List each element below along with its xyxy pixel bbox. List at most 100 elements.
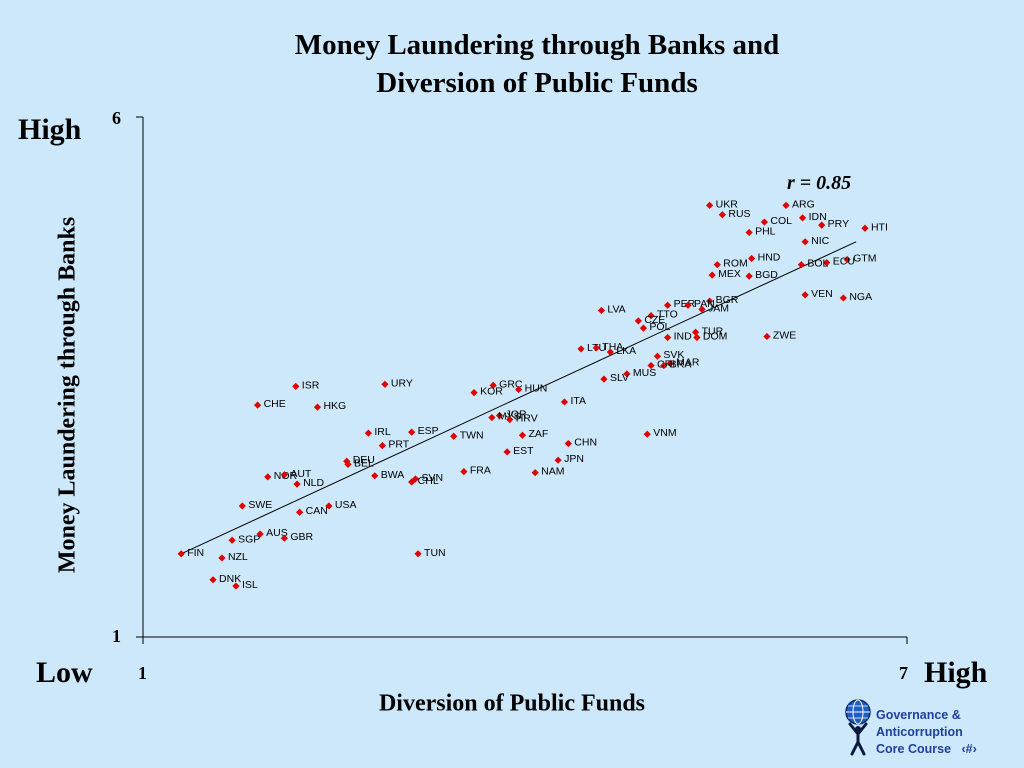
data-point-rus bbox=[718, 211, 726, 219]
data-label-rom: ROM bbox=[723, 258, 748, 270]
data-label-svn: SVN bbox=[421, 472, 443, 484]
data-point-cri bbox=[647, 361, 655, 370]
data-label-phl: PHL bbox=[755, 225, 776, 237]
data-label-bol: BOL bbox=[807, 258, 828, 270]
data-label-rus: RUS bbox=[728, 208, 750, 220]
data-point-aut bbox=[280, 471, 288, 479]
data-label-hkg: HKG bbox=[323, 400, 346, 412]
x-axis-low-label: Low bbox=[36, 656, 93, 689]
data-point-bwa bbox=[371, 472, 379, 480]
data-label-irl: IRL bbox=[374, 426, 391, 438]
data-label-tur: TUR bbox=[702, 325, 724, 337]
data-label-hun: HUN bbox=[525, 382, 548, 394]
data-point-fin bbox=[177, 550, 185, 558]
data-point-nic bbox=[801, 238, 809, 246]
data-label-bel: BEL bbox=[354, 457, 374, 469]
data-point-chl bbox=[408, 478, 416, 486]
data-label-twn: TWN bbox=[460, 429, 484, 441]
correlation-label: r = 0.85 bbox=[787, 172, 852, 194]
y-tick-min: 1 bbox=[112, 626, 121, 646]
trend-line bbox=[180, 241, 857, 555]
globe-person-logo-icon bbox=[845, 699, 871, 756]
data-label-col: COL bbox=[770, 215, 792, 227]
data-point-che bbox=[254, 401, 262, 409]
page-number-marker: ‹#› bbox=[961, 742, 977, 756]
data-point-zwe bbox=[763, 332, 771, 341]
data-label-pol: POL bbox=[649, 321, 670, 333]
data-label-zwe: ZWE bbox=[773, 329, 796, 341]
data-point-bol bbox=[797, 261, 805, 269]
data-point-idn bbox=[798, 214, 807, 222]
data-label-chn: CHN bbox=[574, 437, 597, 449]
data-label-ita: ITA bbox=[570, 395, 586, 407]
data-point-fra bbox=[460, 468, 468, 476]
data-point-jor bbox=[495, 411, 504, 420]
data-label-lva: LVA bbox=[607, 303, 625, 315]
data-point-nor bbox=[264, 473, 272, 481]
data-label-sgp: SGP bbox=[238, 533, 260, 545]
data-point-ury bbox=[381, 380, 389, 388]
data-point-pry bbox=[818, 221, 826, 229]
data-label-est: EST bbox=[513, 445, 534, 457]
data-point-vnm bbox=[643, 430, 651, 438]
data-point-lka bbox=[606, 348, 614, 356]
data-label-nld: NLD bbox=[303, 477, 324, 489]
data-label-cri: CRI bbox=[657, 359, 675, 371]
data-point-jam bbox=[698, 305, 706, 313]
data-point-tun bbox=[414, 550, 422, 558]
data-point-zaf bbox=[518, 431, 527, 439]
data-label-tto: TTO bbox=[657, 309, 678, 321]
data-label-slv: SLV bbox=[610, 372, 629, 384]
data-point-bel bbox=[344, 460, 352, 468]
data-label-bgd: BGD bbox=[755, 269, 778, 281]
data-point-lva bbox=[597, 306, 605, 315]
data-label-jpn: JPN bbox=[564, 453, 584, 465]
data-label-kor: KOR bbox=[480, 386, 503, 398]
data-point-can bbox=[296, 508, 304, 516]
data-point-per bbox=[664, 301, 672, 309]
data-label-can: CAN bbox=[306, 505, 328, 517]
chart-title: Money Laundering through Banks and Diver… bbox=[0, 26, 1024, 102]
data-label-esp: ESP bbox=[418, 425, 439, 437]
data-point-esp bbox=[408, 428, 416, 436]
data-label-mex: MEX bbox=[718, 268, 741, 280]
logo-text: Governance & Anticorruption Core Course … bbox=[876, 707, 977, 758]
data-point-isr bbox=[292, 382, 300, 390]
data-label-bra: BRA bbox=[670, 359, 692, 371]
logo-line1: Governance & bbox=[876, 708, 961, 722]
data-label-hrv: HRV bbox=[516, 413, 538, 425]
x-axis-title: Diversion of Public Funds bbox=[378, 690, 646, 717]
data-point-est bbox=[503, 448, 511, 456]
data-label-pan: PAN bbox=[694, 298, 715, 310]
data-label-prt: PRT bbox=[388, 439, 409, 451]
data-label-fin: FIN bbox=[187, 547, 204, 559]
data-point-ven bbox=[801, 291, 809, 299]
data-point-svk bbox=[653, 352, 662, 360]
data-point-rom bbox=[713, 261, 721, 269]
data-point-mex bbox=[708, 271, 716, 279]
chart-title-line1: Money Laundering through Banks and bbox=[294, 29, 780, 61]
data-label-aus: AUS bbox=[266, 527, 288, 539]
data-label-aut: AUT bbox=[290, 468, 312, 480]
data-label-chl: CHL bbox=[418, 475, 439, 487]
data-point-ltu bbox=[577, 345, 585, 353]
data-point-isl bbox=[232, 582, 240, 590]
data-point-col bbox=[760, 218, 768, 226]
data-point-kor bbox=[470, 389, 478, 397]
data-label-bwa: BWA bbox=[381, 469, 405, 481]
data-point-gtm bbox=[843, 255, 851, 264]
data-label-grc: GRC bbox=[499, 378, 523, 390]
data-label-arg: ARG bbox=[792, 198, 815, 210]
data-point-irl bbox=[364, 429, 372, 437]
data-label-deu: DEU bbox=[353, 454, 375, 466]
data-label-mus: MUS bbox=[633, 367, 656, 379]
data-label-hnd: HND bbox=[758, 251, 781, 263]
data-label-lka: LKA bbox=[616, 345, 636, 357]
data-point-hnd bbox=[748, 254, 756, 263]
data-point-prt bbox=[378, 442, 386, 450]
data-label-gtm: GTM bbox=[853, 252, 876, 264]
data-point-phl bbox=[745, 228, 753, 237]
data-label-hti: HTI bbox=[871, 221, 888, 233]
